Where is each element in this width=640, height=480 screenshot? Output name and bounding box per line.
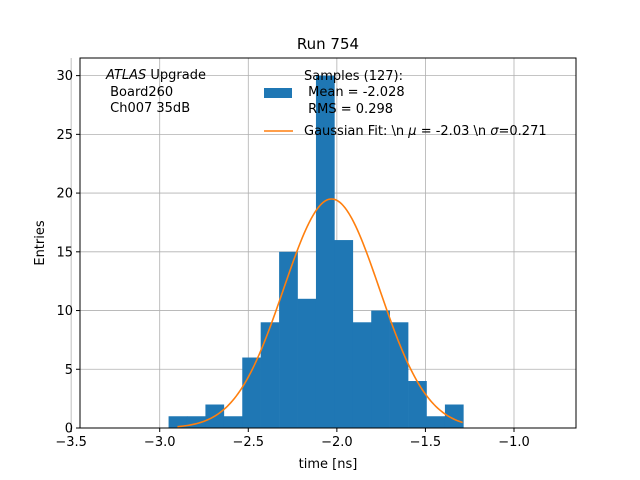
annotation-channel: Ch007 35dB bbox=[106, 101, 190, 116]
y-tick-label: 20 bbox=[56, 187, 73, 202]
chart-title: Run 754 bbox=[297, 35, 359, 53]
legend-hist-line1: Samples (127): bbox=[304, 69, 403, 84]
atlas-annotation: ATLAS Upgrade Board260 Ch007 35dB bbox=[105, 68, 206, 116]
x-tick-label: −2.5 bbox=[232, 435, 264, 450]
x-tick-label: −2.0 bbox=[321, 435, 353, 450]
gaussian-fit bbox=[177, 198, 463, 428]
histogram-bar bbox=[408, 381, 427, 428]
histogram-bar bbox=[279, 251, 298, 428]
x-axis-title: time [ns] bbox=[299, 457, 358, 472]
legend-hist-swatch bbox=[264, 88, 292, 98]
annotation-upgrade: Upgrade bbox=[146, 68, 206, 83]
legend-hist-line3: RMS = 0.298 bbox=[304, 102, 393, 117]
gaussian-fit-line bbox=[177, 198, 463, 428]
histogram-bar bbox=[315, 75, 335, 428]
histogram-bar bbox=[186, 416, 206, 428]
annotation-atlas: ATLAS bbox=[105, 68, 146, 83]
legend-fit-label: Gaussian Fit: \n μ = -2.03 \n σ=0.271 bbox=[304, 124, 547, 139]
y-axis: 0 5 10 15 20 25 30 bbox=[56, 69, 80, 437]
histogram-bar bbox=[223, 416, 243, 428]
histogram-bar bbox=[334, 240, 354, 428]
histogram-bar bbox=[168, 416, 188, 428]
svg-text:ATLAS Upgrade: ATLAS Upgrade bbox=[105, 68, 206, 83]
histogram-bar bbox=[426, 416, 446, 428]
x-tick-label: −1.0 bbox=[498, 435, 530, 450]
x-tick-label: −1.5 bbox=[410, 435, 442, 450]
x-tick-label: −3.5 bbox=[55, 435, 87, 450]
y-axis-title: Entries bbox=[33, 220, 48, 266]
histogram-bar bbox=[371, 310, 390, 428]
y-tick-label: 5 bbox=[65, 363, 73, 378]
y-tick-label: 10 bbox=[56, 304, 73, 319]
x-axis: −3.5 −3.0 −2.5 −2.0 −1.5 −1.0 bbox=[55, 428, 530, 450]
histogram-bar bbox=[352, 322, 372, 428]
y-tick-label: 0 bbox=[65, 422, 73, 437]
histogram-bar bbox=[242, 357, 261, 428]
histogram-bars bbox=[168, 75, 464, 428]
histogram-bar bbox=[297, 298, 317, 428]
histogram-bar bbox=[389, 322, 409, 428]
legend-hist-line2: Mean = -2.028 bbox=[304, 85, 405, 100]
y-tick-label: 15 bbox=[56, 245, 73, 260]
plot-frame bbox=[79, 57, 577, 429]
y-tick-label: 25 bbox=[56, 128, 73, 143]
annotation-board: Board260 bbox=[106, 85, 173, 100]
histogram-bar bbox=[260, 322, 280, 428]
y-tick-label: 30 bbox=[56, 69, 73, 84]
legend: Samples (127): Mean = -2.028 RMS = 0.298… bbox=[264, 69, 547, 139]
histogram-bar bbox=[444, 404, 464, 428]
x-tick-label: −3.0 bbox=[144, 435, 176, 450]
